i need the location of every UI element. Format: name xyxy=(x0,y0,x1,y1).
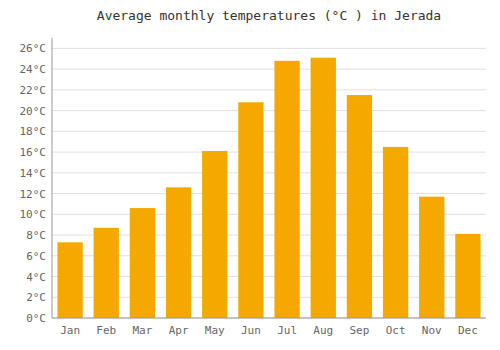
x-tick-label: Aug xyxy=(313,324,333,337)
grid-line xyxy=(52,318,486,319)
x-tick-label: Jul xyxy=(277,324,297,337)
grid-line xyxy=(52,193,486,194)
y-tick-label: 14°C xyxy=(20,167,47,180)
grid-line xyxy=(52,48,486,49)
bar xyxy=(130,208,155,318)
x-tick-label: May xyxy=(205,324,225,337)
x-tick-labels: Jan Feb Mar Apr May Jun Jul Aug Sep Oct Nov Dec xyxy=(60,324,478,337)
x-tick-label: Sep xyxy=(349,324,369,337)
bars xyxy=(57,58,480,318)
chart-container: Average monthly temperatures (°C ) in Je… xyxy=(0,0,500,350)
bar xyxy=(238,102,263,318)
y-tick-label: 20°C xyxy=(20,105,47,118)
y-tick-label: 22°C xyxy=(20,84,47,97)
y-tick-labels: 0°C 2°C 4°C 6°C 8°C 10°C 12°C 14°C 16°C 18°C 20°C 2… xyxy=(20,42,47,325)
grid-line xyxy=(52,152,486,153)
grid-line xyxy=(52,131,486,132)
grid-line xyxy=(52,110,486,111)
y-tick-label: 2°C xyxy=(26,291,46,304)
y-tick-label: 6°C xyxy=(26,250,46,263)
bar xyxy=(419,197,444,318)
bar xyxy=(455,234,480,318)
y-tick-label: 16°C xyxy=(20,146,47,159)
y-tick-label: 26°C xyxy=(20,42,47,55)
bar xyxy=(57,242,82,318)
x-tick-label: Jan xyxy=(60,324,80,337)
x-tick-label: Jun xyxy=(241,324,261,337)
bar xyxy=(94,228,119,318)
y-tick-label: 18°C xyxy=(20,125,47,138)
grid-line xyxy=(52,89,486,90)
title: Average monthly temperatures (°C ) in Je… xyxy=(97,8,441,23)
y-tick-label: 24°C xyxy=(20,63,47,76)
bar xyxy=(274,61,299,318)
x-tick-label: Apr xyxy=(169,324,189,337)
x-tick-label: Oct xyxy=(386,324,406,337)
y-tick-label: 12°C xyxy=(20,188,47,201)
bar xyxy=(202,151,227,318)
x-axis-line xyxy=(52,318,486,319)
bar xyxy=(347,95,372,318)
y-tick-label: 4°C xyxy=(26,271,46,284)
x-tick-label: Feb xyxy=(96,324,116,337)
x-tick-label: Nov xyxy=(422,324,442,337)
y-grid xyxy=(52,48,486,318)
y-tick-label: 0°C xyxy=(26,312,46,325)
bar xyxy=(166,187,191,318)
grid-line xyxy=(52,69,486,70)
y-tick-label: 8°C xyxy=(26,229,46,242)
x-tick-label: Dec xyxy=(458,324,478,337)
bar xyxy=(311,58,336,318)
chart-svg: Average monthly temperatures (°C ) in Je… xyxy=(0,0,500,350)
y-tick-label: 10°C xyxy=(20,208,47,221)
bar xyxy=(383,147,408,318)
grid-line xyxy=(52,172,486,173)
y-axis-line xyxy=(52,38,53,318)
x-tick-label: Mar xyxy=(132,324,152,337)
